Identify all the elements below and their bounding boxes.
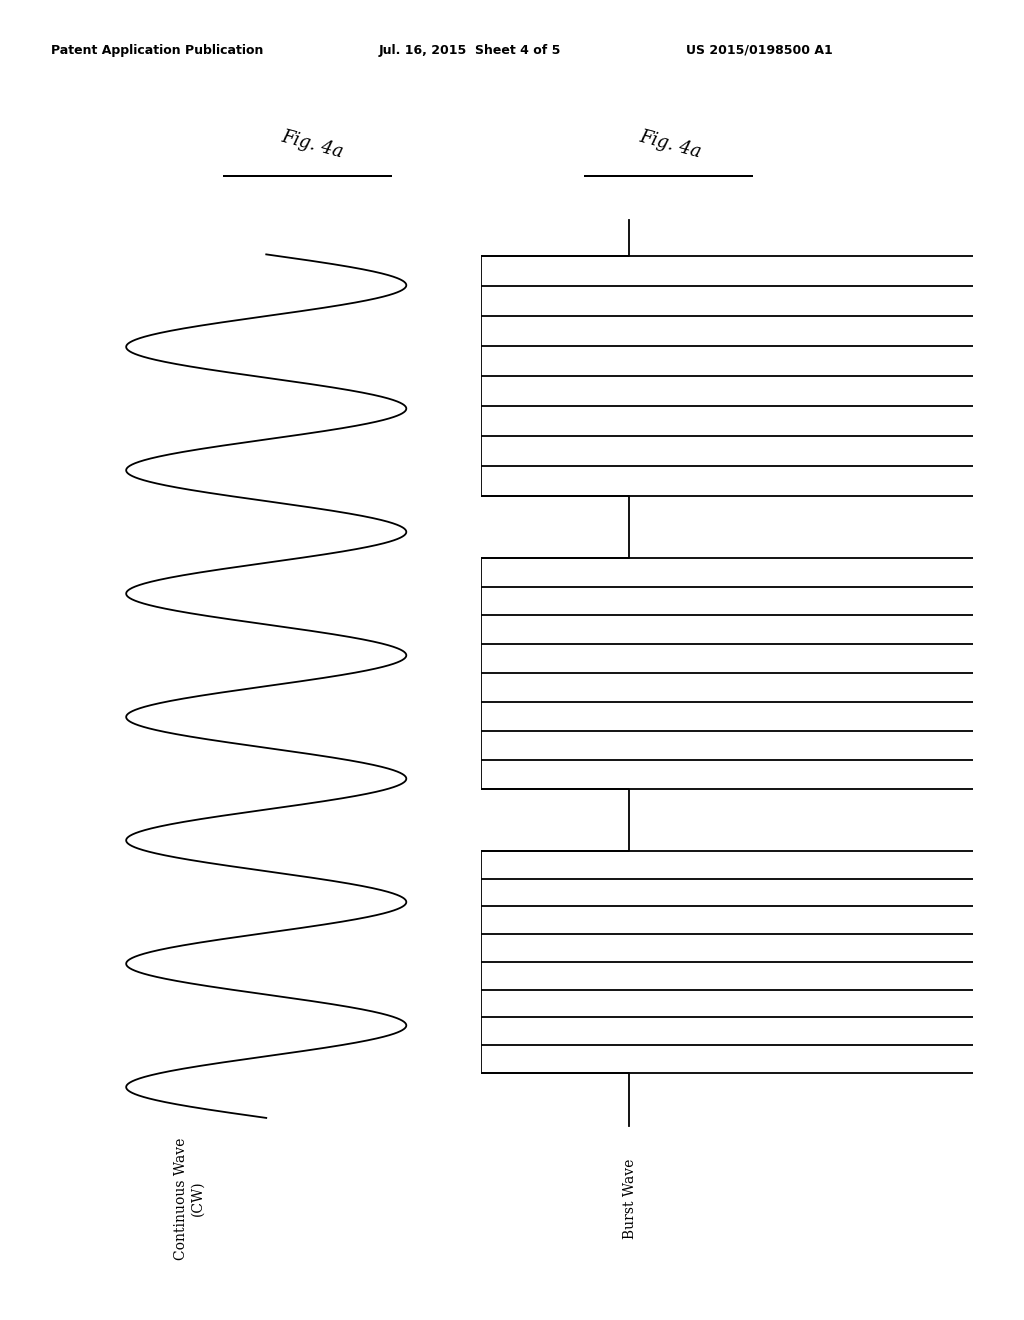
Text: Patent Application Publication: Patent Application Publication xyxy=(51,44,263,57)
Text: Burst Wave: Burst Wave xyxy=(623,1159,637,1238)
Text: Fig. 4a: Fig. 4a xyxy=(638,127,703,161)
Text: Fig. 4a: Fig. 4a xyxy=(280,127,345,161)
Text: US 2015/0198500 A1: US 2015/0198500 A1 xyxy=(686,44,833,57)
Text: Jul. 16, 2015  Sheet 4 of 5: Jul. 16, 2015 Sheet 4 of 5 xyxy=(379,44,561,57)
Text: Continuous Wave
(CW): Continuous Wave (CW) xyxy=(174,1138,205,1259)
